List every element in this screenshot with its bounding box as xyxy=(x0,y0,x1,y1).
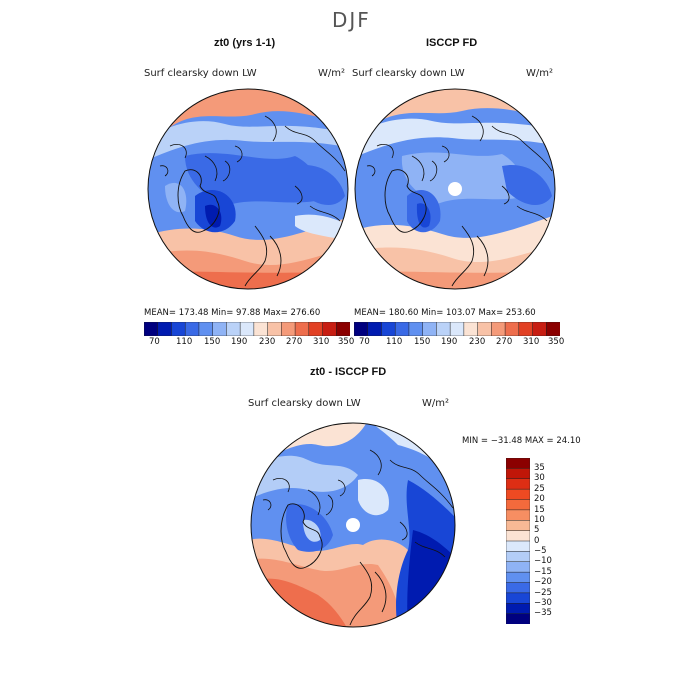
colorbar-tick: −10 xyxy=(534,556,552,566)
colorbar-swatch xyxy=(157,321,173,337)
colorbar-swatch xyxy=(505,582,531,594)
colorbar-tick: 190 xyxy=(231,337,248,347)
colorbar-swatch xyxy=(353,321,369,337)
polar-map-obs xyxy=(354,88,556,290)
colorbar-swatch xyxy=(171,321,186,337)
colorbar-tick: 150 xyxy=(204,337,221,347)
colorbar-swatch xyxy=(308,321,324,337)
figure-title: DJF xyxy=(332,8,371,32)
panel-obs-units: W/m² xyxy=(526,68,554,79)
colorbar-tick: 190 xyxy=(441,337,458,347)
colorbar-swatch xyxy=(253,321,269,337)
colorbar-tick: 270 xyxy=(286,337,303,347)
panel-obs-stats: MEAN= 180.60 Min= 103.07 Max= 253.60 xyxy=(354,308,536,318)
colorbar-swatch xyxy=(505,478,531,490)
colorbar-tick: 350 xyxy=(338,337,355,347)
colorbar-swatch xyxy=(505,488,531,501)
colorbar-difference-ticks: 35 30 25 20 15 10 5 0 −5 −10 −15 −20 −25… xyxy=(534,458,574,628)
colorbar-tick: −20 xyxy=(534,577,552,587)
colorbar-swatch xyxy=(449,321,465,337)
colorbar-model-ticks: 70 110 150 190 230 270 310 350 xyxy=(144,337,354,349)
panel-obs-title: ISCCP FD xyxy=(426,37,478,49)
panel-model-units: W/m² xyxy=(318,68,346,79)
colorbar-tick: 310 xyxy=(313,337,330,347)
colorbar-swatch xyxy=(505,468,531,480)
colorbar-swatch xyxy=(505,603,531,615)
colorbar-tick: 230 xyxy=(469,337,486,347)
colorbar-tick: 0 xyxy=(534,536,540,546)
colorbar-swatch xyxy=(505,540,531,552)
colorbar-tick: 25 xyxy=(534,484,545,494)
colorbar-swatch xyxy=(184,321,200,337)
colorbar-swatch xyxy=(322,321,337,337)
colorbar-swatch xyxy=(477,321,492,337)
colorbar-tick: 70 xyxy=(359,337,370,347)
colorbar-swatch xyxy=(198,321,214,337)
colorbar-swatch xyxy=(336,321,351,337)
colorbar-tick: −30 xyxy=(534,598,552,608)
colorbar-swatch xyxy=(281,321,296,337)
colorbar-tick: 270 xyxy=(496,337,513,347)
colorbar-swatch xyxy=(294,321,310,337)
colorbar-obs xyxy=(353,321,561,340)
colorbar-tick: 15 xyxy=(534,505,545,515)
colorbar-swatch xyxy=(532,321,547,337)
panel-diff-variable: Surf clearsky down LW xyxy=(248,398,361,409)
colorbar-swatch xyxy=(505,613,531,625)
colorbar-swatch xyxy=(505,509,531,521)
colorbar-tick: 20 xyxy=(534,494,545,504)
colorbar-swatch xyxy=(381,321,396,337)
colorbar-swatch xyxy=(226,321,241,337)
panel-diff-stats: MIN = −31.48 MAX = 24.10 xyxy=(462,436,581,446)
colorbar-tick: −35 xyxy=(534,608,552,618)
colorbar-tick: 30 xyxy=(534,473,545,483)
colorbar-tick: −15 xyxy=(534,567,552,577)
colorbar-swatch xyxy=(505,457,531,469)
colorbar-swatch xyxy=(505,571,531,584)
colorbar-tick: 150 xyxy=(414,337,431,347)
colorbar-swatch xyxy=(505,530,531,542)
colorbar-model xyxy=(143,321,351,340)
colorbar-tick: 5 xyxy=(534,525,540,535)
colorbar-tick: 110 xyxy=(176,337,193,347)
colorbar-swatch xyxy=(422,321,437,337)
colorbar-swatch xyxy=(367,321,383,337)
colorbar-tick: 35 xyxy=(534,463,545,473)
colorbar-swatch xyxy=(463,321,479,337)
colorbar-swatch xyxy=(505,592,531,604)
colorbar-tick: 350 xyxy=(548,337,565,347)
colorbar-swatch xyxy=(408,321,424,337)
colorbar-swatch xyxy=(212,321,227,337)
colorbar-tick: 70 xyxy=(149,337,160,347)
colorbar-swatch xyxy=(267,321,282,337)
colorbar-swatch xyxy=(505,561,531,573)
panel-model-title: zt0 (yrs 1-1) xyxy=(214,37,276,49)
colorbar-tick: −25 xyxy=(534,588,552,598)
colorbar-swatch xyxy=(505,520,531,532)
colorbar-tick: 110 xyxy=(386,337,403,347)
colorbar-swatch xyxy=(546,321,561,337)
colorbar-swatch xyxy=(505,499,531,511)
panel-diff-units: W/m² xyxy=(422,398,450,409)
polar-map-model xyxy=(147,88,349,290)
colorbar-obs-ticks: 70 110 150 190 230 270 310 350 xyxy=(354,337,564,349)
polar-map-difference xyxy=(250,422,456,628)
colorbar-tick: 230 xyxy=(259,337,276,347)
colorbar-swatch xyxy=(239,321,255,337)
colorbar-difference xyxy=(505,457,531,628)
colorbar-tick: 10 xyxy=(534,515,545,525)
colorbar-swatch xyxy=(143,321,159,337)
colorbar-swatch xyxy=(504,321,520,337)
colorbar-tick: −5 xyxy=(534,546,547,556)
colorbar-swatch xyxy=(505,551,531,563)
panel-model-stats: MEAN= 173.48 Min= 97.88 Max= 276.60 xyxy=(144,308,321,318)
colorbar-swatch xyxy=(436,321,451,337)
panel-obs-variable: Surf clearsky down LW xyxy=(352,68,465,79)
panel-diff-title: zt0 - ISCCP FD xyxy=(310,366,387,378)
panel-model-variable: Surf clearsky down LW xyxy=(144,68,257,79)
colorbar-tick: 310 xyxy=(523,337,540,347)
colorbar-swatch xyxy=(394,321,410,337)
colorbar-swatch xyxy=(491,321,506,337)
colorbar-swatch xyxy=(518,321,534,337)
